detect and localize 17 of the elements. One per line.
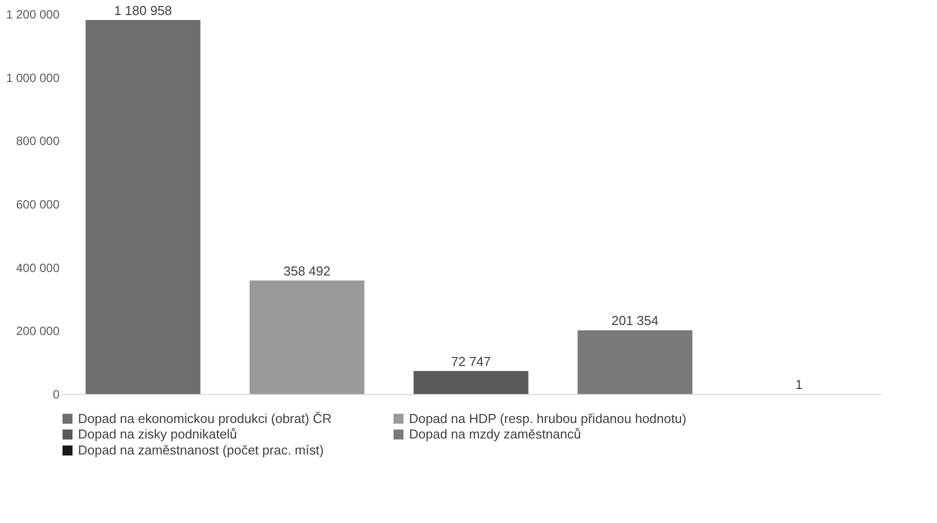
y-tick-label: 800 000 xyxy=(16,134,60,148)
legend-label: Dopad na mzdy zaměstnanců xyxy=(409,426,581,442)
legend-label: Dopad na zaměstnanost (počet prac. míst) xyxy=(78,442,324,458)
y-tick-label: 0 xyxy=(52,388,60,402)
data-label: 1 xyxy=(795,377,803,392)
y-tick-label: 600 000 xyxy=(16,198,60,212)
data-label: 72 747 xyxy=(451,354,491,369)
legend-label: Dopad na HDP (resp. hrubou přidanou hodnotu) xyxy=(409,410,686,426)
y-tick-label: 400 000 xyxy=(16,260,60,275)
data-label: 201 354 xyxy=(612,313,658,328)
y-tick-label: 1 200 000 xyxy=(6,8,60,22)
y-tick-label: 1 000 000 xyxy=(6,70,60,85)
legend-label: Dopad na ekonomickou produkci (obrat) ČR xyxy=(78,410,332,426)
y-tick-label: 200 000 xyxy=(16,324,60,338)
legend-label: Dopad na zisky podnikatelů xyxy=(78,426,237,442)
data-label: 1 180 958 xyxy=(114,3,172,18)
data-label: 358 492 xyxy=(284,263,330,278)
